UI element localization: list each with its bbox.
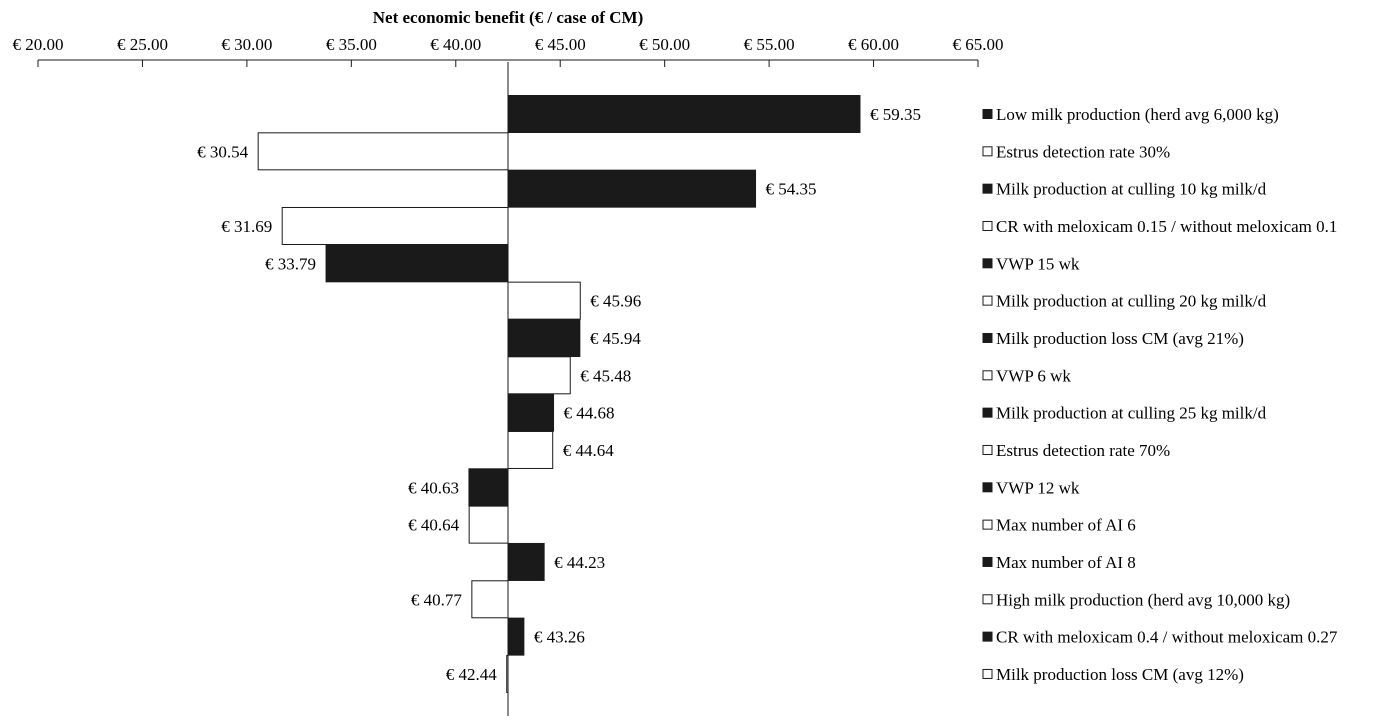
legend-label: Estrus detection rate 70% (996, 441, 1170, 460)
bar (507, 542, 545, 581)
bar-value-label: € 44.23 (554, 553, 605, 572)
bar (468, 468, 509, 507)
bars: € 59.35 € 30.54 € 54.35 € 31.69 € 33.79 € 45.… (197, 95, 921, 693)
legend-label: Milk production at culling 20 kg milk/d (996, 292, 1267, 311)
legend-marker (982, 519, 993, 530)
legend-marker (982, 220, 993, 231)
bar (281, 206, 509, 245)
legend-label: Max number of AI 6 (996, 516, 1136, 535)
legend-label: Milk production at culling 25 kg milk/d (996, 404, 1267, 423)
legend-label: Max number of AI 8 (996, 553, 1136, 572)
bar-value-label: € 44.68 (564, 404, 615, 423)
x-tick-label: € 35.00 (326, 35, 377, 54)
x-tick-label: € 45.00 (535, 35, 586, 54)
bar (325, 244, 509, 283)
bar-value-label: € 33.79 (265, 254, 316, 273)
bar (507, 169, 757, 208)
x-tick-label: € 30.00 (221, 35, 272, 54)
legend-marker (982, 183, 993, 194)
legend-marker (982, 295, 993, 306)
bar-value-label: € 45.94 (590, 329, 642, 348)
legend-marker (982, 332, 993, 343)
legend-marker (982, 444, 993, 455)
legend-marker (982, 407, 993, 418)
bar (507, 95, 861, 133)
x-tick-label: € 40.00 (430, 35, 481, 54)
legend-marker (982, 370, 993, 381)
bar (507, 393, 555, 432)
bar (471, 580, 509, 619)
bar (468, 505, 509, 544)
legend-label: CR with meloxicam 0.4 / without meloxica… (996, 628, 1338, 647)
legend-marker (982, 146, 993, 157)
bar-value-label: € 45.96 (590, 292, 641, 311)
legend-label: Milk production loss CM (avg 12%) (996, 665, 1244, 684)
legend: Low milk production (herd avg 6,000 kg) E… (982, 105, 1338, 684)
bar-value-label: € 42.44 (446, 665, 498, 684)
legend-label: Low milk production (herd avg 6,000 kg) (996, 105, 1279, 124)
x-axis-title: Net economic benefit (€ / case of CM) (373, 8, 644, 27)
x-tick-label: € 50.00 (639, 35, 690, 54)
bar-value-label: € 59.35 (870, 105, 921, 124)
legend-label: CR with meloxicam 0.15 / without meloxic… (996, 217, 1337, 236)
legend-marker (982, 556, 993, 567)
x-tick-label: € 65.00 (953, 35, 1004, 54)
bar-value-label: € 44.64 (563, 441, 615, 460)
legend-marker (982, 482, 993, 493)
bar (507, 356, 571, 395)
bar-value-label: € 40.77 (411, 590, 463, 609)
legend-label: Milk production at culling 10 kg milk/d (996, 180, 1267, 199)
bar-value-label: € 43.26 (534, 628, 585, 647)
x-tick-label: € 20.00 (13, 35, 64, 54)
bar-value-label: € 30.54 (197, 142, 249, 161)
bar (507, 281, 581, 320)
legend-label: VWP 12 wk (996, 478, 1080, 497)
legend-marker (982, 668, 993, 679)
x-tick-label: € 25.00 (117, 35, 168, 54)
x-tick-label: € 55.00 (744, 35, 795, 54)
legend-label: VWP 6 wk (996, 366, 1071, 385)
x-axis-ticks: € 20.00 € 25.00 € 30.00 € 35.00 € 40.00 € 45.… (13, 35, 1004, 67)
bar (257, 132, 509, 171)
bar (507, 318, 581, 357)
legend-label: VWP 15 wk (996, 254, 1080, 273)
bar-value-label: € 31.69 (221, 217, 272, 236)
legend-label: Milk production loss CM (avg 21%) (996, 329, 1244, 348)
x-tick-label: € 60.00 (848, 35, 899, 54)
bar-value-label: € 45.48 (580, 366, 631, 385)
legend-label: Estrus detection rate 30% (996, 142, 1170, 161)
bar-value-label: € 54.35 (766, 180, 817, 199)
bar-value-label: € 40.63 (408, 478, 459, 497)
legend-marker (982, 631, 993, 642)
legend-marker (982, 594, 993, 605)
bar (507, 430, 554, 469)
bar (507, 617, 525, 656)
legend-marker (982, 258, 993, 269)
legend-label: High milk production (herd avg 10,000 kg… (996, 590, 1290, 609)
bar-value-label: € 40.64 (408, 516, 460, 535)
legend-marker (982, 109, 993, 119)
